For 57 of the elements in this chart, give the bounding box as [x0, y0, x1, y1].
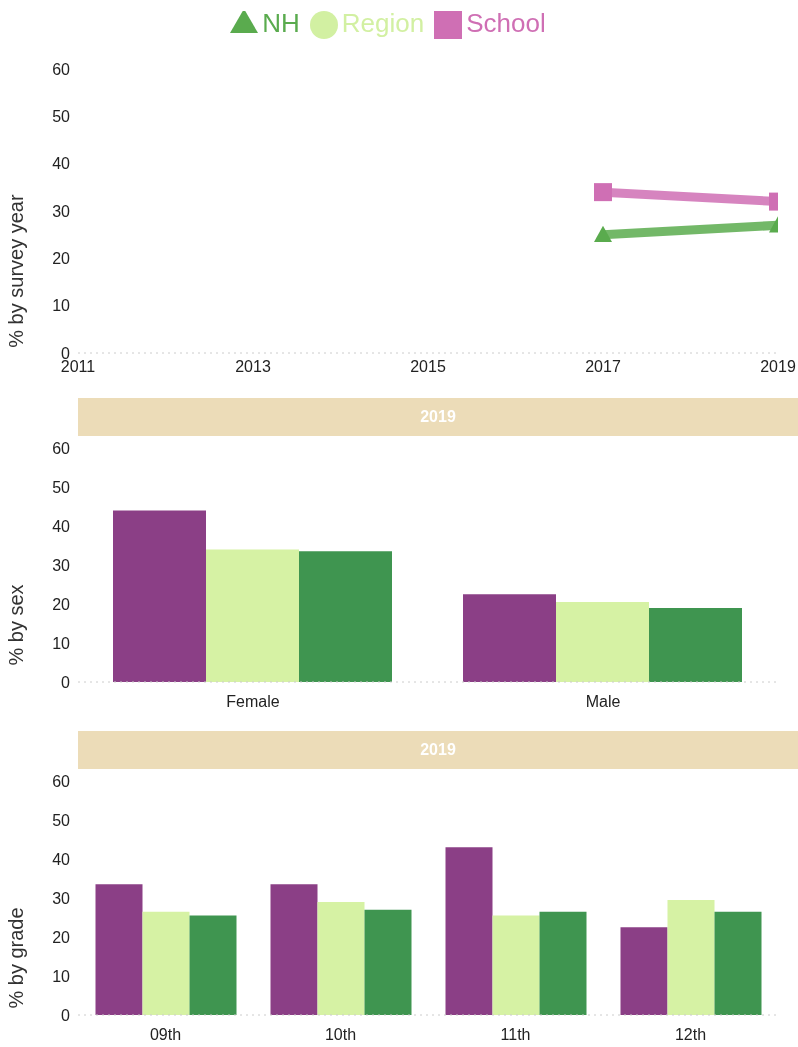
y-tick-label: 50 — [52, 811, 71, 829]
x-tick-label: 12th — [674, 1026, 707, 1044]
bar — [299, 551, 392, 682]
x-tick-label: 2015 — [410, 358, 446, 376]
y-tick-label: 0 — [61, 1006, 71, 1024]
bar — [539, 911, 587, 1015]
x-tick-label: Female — [226, 693, 280, 711]
y-tick-label: 20 — [52, 250, 71, 268]
bar — [142, 911, 190, 1015]
bar — [189, 915, 237, 1015]
y-tick-label: 20 — [52, 595, 71, 613]
y-tick-label: 20 — [52, 928, 71, 946]
y-tick-label: 10 — [52, 634, 71, 652]
y-tick-label: 50 — [52, 478, 71, 496]
y-tick-label: 50 — [52, 108, 71, 126]
legend-label: Region — [341, 8, 425, 38]
y-tick-label: 60 — [52, 439, 71, 457]
y-tick-label: 30 — [52, 889, 71, 907]
x-tick-label: 2017 — [585, 358, 621, 376]
bar — [463, 594, 556, 682]
x-tick-label: Male — [585, 693, 621, 711]
bar — [445, 847, 493, 1015]
bar — [714, 911, 762, 1015]
bar — [620, 927, 668, 1015]
bar — [95, 884, 143, 1015]
x-tick-label: 2019 — [760, 358, 796, 376]
bar — [649, 607, 742, 682]
y-tick-label: 60 — [52, 772, 71, 790]
legend-label: School — [466, 8, 546, 38]
y-tick-label: 10 — [52, 967, 71, 985]
chart-title: 2019 — [78, 731, 798, 769]
x-tick-label: 2013 — [235, 358, 271, 376]
legend-label: NH — [262, 8, 300, 38]
x-tick-label: 09th — [149, 1026, 182, 1044]
x-tick-label: 2011 — [60, 358, 96, 376]
bar — [270, 884, 318, 1015]
bar — [492, 915, 540, 1015]
x-tick-label: 11th — [500, 1026, 531, 1044]
y-tick-label: 30 — [52, 202, 71, 220]
bar — [206, 549, 299, 682]
bar — [113, 510, 206, 682]
y-tick-label: 40 — [52, 850, 71, 868]
bar — [667, 899, 715, 1015]
y-axis-title: % by survey year — [5, 194, 28, 348]
y-axis-title: % by sex — [5, 584, 28, 666]
bar — [317, 901, 365, 1015]
y-tick-label: 10 — [52, 297, 71, 315]
y-tick-label: 30 — [52, 556, 71, 574]
y-axis-title: % by grade — [5, 907, 28, 1009]
y-tick-label: 40 — [52, 155, 71, 173]
y-tick-label: 40 — [52, 517, 71, 535]
bar — [556, 602, 649, 682]
bar — [364, 909, 412, 1015]
y-tick-label: 60 — [52, 60, 71, 78]
chart-title: 2019 — [78, 398, 798, 436]
x-tick-label: 10th — [324, 1026, 357, 1044]
y-tick-label: 0 — [61, 673, 71, 691]
